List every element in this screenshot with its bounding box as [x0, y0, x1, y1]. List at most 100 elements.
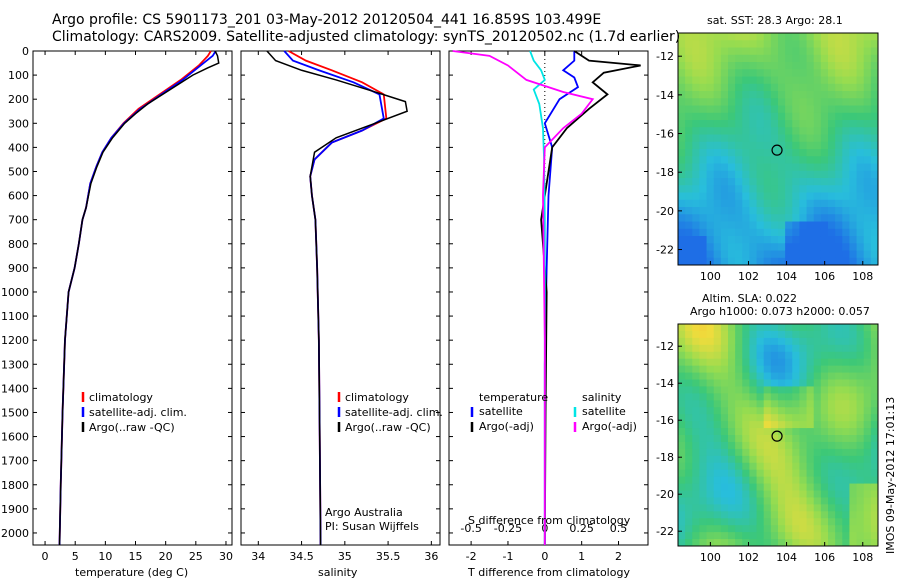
map-cell: [813, 379, 822, 387]
map-cell: [856, 400, 865, 408]
map-cell: [792, 83, 800, 92]
map-cell: [735, 54, 743, 63]
sla_map-xtick-label: 102: [738, 551, 759, 564]
temperature-series-3: [58, 50, 220, 546]
map-cell: [863, 379, 872, 387]
map-cell: [842, 337, 850, 346]
map-cell: [713, 393, 722, 401]
difference-series-4: [452, 50, 595, 545]
map-cell: [706, 141, 715, 150]
map-cell: [692, 379, 700, 387]
map-cell: [706, 469, 715, 478]
map-cell: [778, 33, 786, 41]
map-cell: [742, 134, 750, 143]
map-cell: [699, 483, 708, 491]
map-cell: [735, 257, 743, 266]
map-cell: [820, 47, 829, 56]
map-cell: [770, 156, 779, 164]
map-cell: [849, 207, 858, 215]
map-cell: [842, 504, 850, 512]
map-cell: [785, 236, 793, 244]
map-cell: [813, 257, 822, 266]
map-cell: [770, 54, 779, 63]
sla_map-xtick-label: 106: [814, 551, 835, 564]
map-cell: [742, 358, 750, 367]
map-cell: [728, 98, 736, 106]
map-cell: [685, 497, 693, 505]
map-cell: [678, 407, 686, 415]
map-cell: [799, 455, 808, 464]
map-cell: [763, 435, 772, 443]
map-cell: [685, 47, 693, 56]
map-cell: [763, 414, 772, 422]
map-cell: [713, 178, 722, 186]
map-cell: [813, 192, 822, 201]
map-cell: [692, 372, 700, 380]
map-cell: [849, 91, 858, 99]
map-cell: [778, 428, 786, 436]
map-cell: [735, 221, 743, 230]
map-cell: [770, 532, 779, 540]
map-cell: [813, 476, 822, 485]
map-cell: [742, 185, 750, 193]
map-cell: [763, 250, 772, 259]
map-cell: [863, 163, 872, 172]
map-cell: [742, 62, 750, 70]
map-cell: [785, 365, 793, 374]
map-cell: [849, 393, 858, 401]
map-cell: [820, 365, 829, 374]
map-cell: [820, 149, 829, 157]
map-cell: [763, 448, 772, 457]
map-cell: [728, 134, 736, 143]
map-cell: [835, 236, 843, 244]
map-cell: [835, 134, 843, 143]
map-cell: [799, 518, 808, 526]
map-cell: [706, 40, 715, 48]
map-cell: [842, 170, 850, 179]
map-cell: [735, 441, 743, 450]
map-cell: [728, 47, 736, 56]
map-cell: [806, 199, 815, 208]
map-cell: [728, 62, 736, 70]
map-cell: [770, 525, 779, 533]
map-cell: [813, 40, 822, 48]
map-cell: [706, 127, 715, 135]
map-cell: [863, 421, 872, 429]
map-cell: [835, 170, 843, 179]
map-cell: [692, 250, 700, 259]
map-cell: [799, 185, 808, 193]
map-cell: [699, 178, 708, 186]
map-cell: [685, 324, 693, 332]
map-cell: [856, 511, 865, 519]
map-cell: [785, 149, 793, 157]
map-cell: [806, 228, 815, 237]
depth-tick-label: 500: [8, 165, 29, 178]
map-cell: [763, 393, 772, 401]
map-cell: [678, 54, 686, 63]
map-cell: [742, 525, 750, 533]
map-cell: [828, 337, 836, 346]
map-cell: [749, 120, 758, 128]
map-cell: [870, 221, 879, 230]
map-cell: [728, 40, 736, 48]
map-cell: [806, 525, 815, 533]
map-cell: [806, 490, 815, 498]
map-cell: [828, 91, 836, 99]
map-cell: [742, 112, 750, 121]
map-cell: [735, 421, 743, 429]
map-cell: [806, 163, 815, 172]
map-cell: [692, 192, 700, 201]
sst_map-frame: [677, 32, 879, 266]
map-cell: [856, 324, 865, 332]
map-cell: [835, 62, 843, 70]
map-cell: [799, 207, 808, 215]
map-cell: [856, 462, 865, 471]
map-cell: [706, 69, 715, 77]
map-cell: [763, 337, 772, 346]
map-cell: [685, 185, 693, 193]
map-cell: [778, 386, 786, 394]
map-cell: [678, 83, 686, 92]
map-cell: [713, 156, 722, 164]
map-cell: [699, 141, 708, 150]
map-cell: [756, 170, 765, 179]
